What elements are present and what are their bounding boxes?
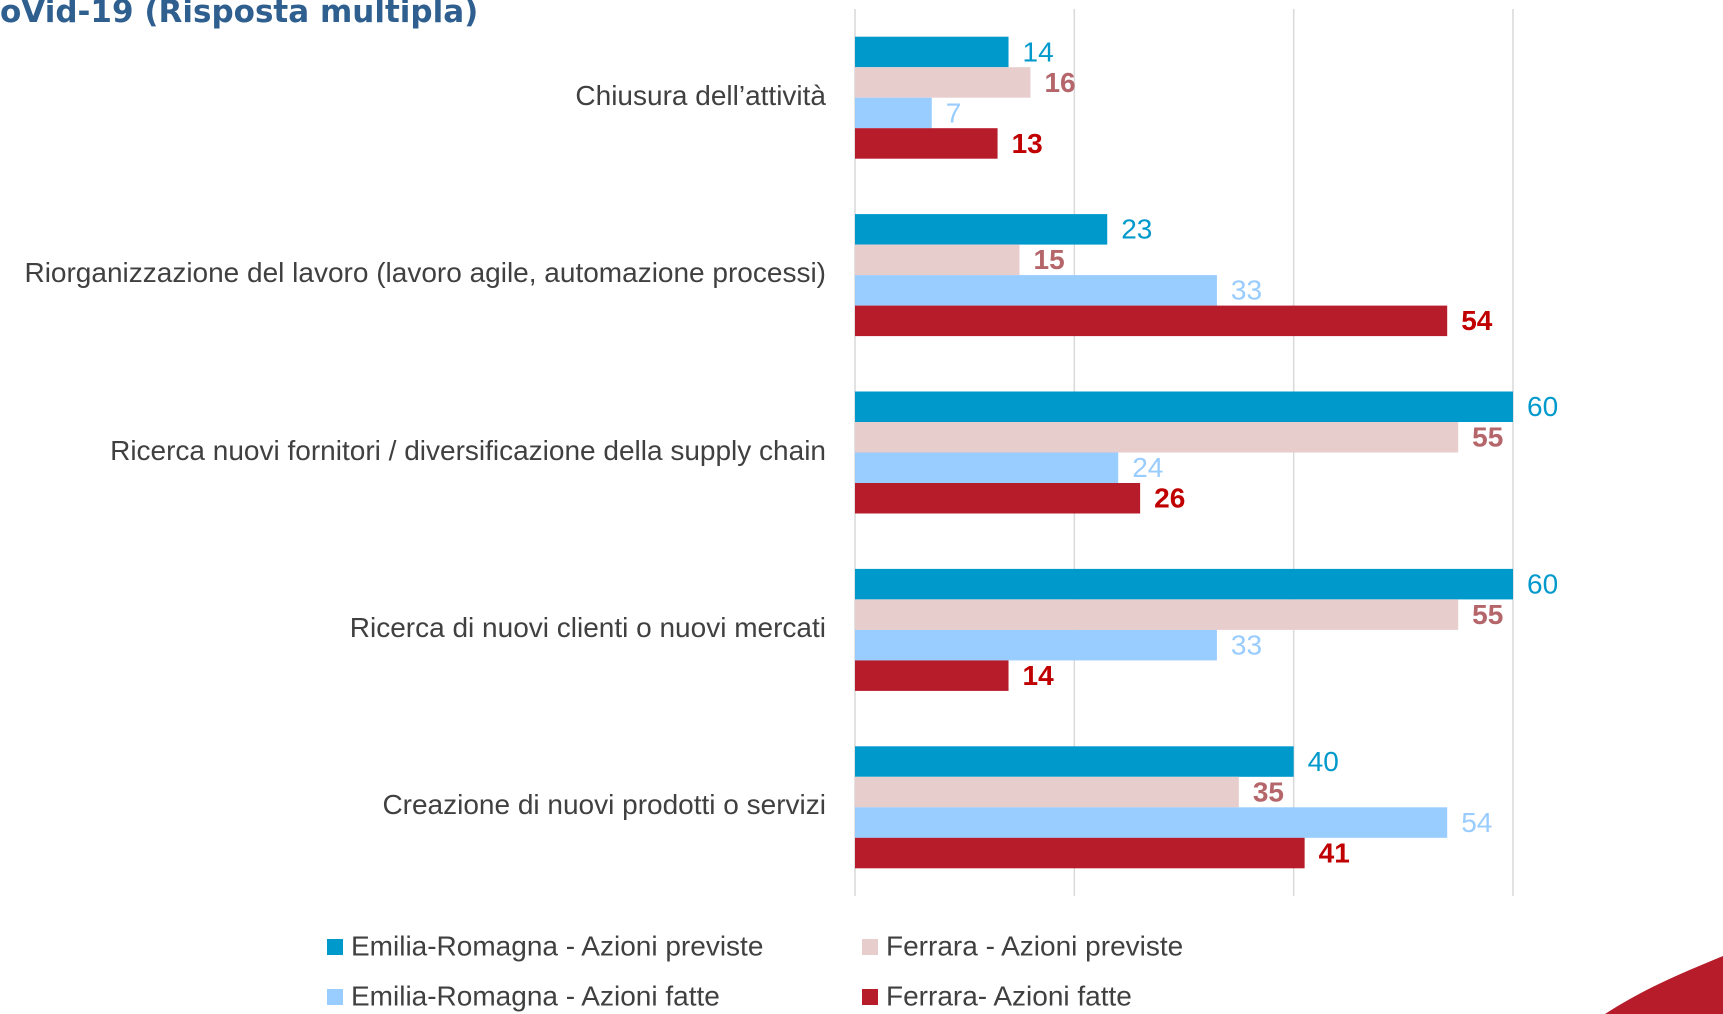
value-label: 54 [1461, 807, 1492, 838]
value-label: 60 [1527, 569, 1558, 600]
bar [855, 807, 1448, 838]
bar [855, 305, 1448, 337]
bar [855, 36, 1009, 68]
value-label: 60 [1527, 391, 1558, 422]
decoration [1605, 956, 1723, 1014]
bar [855, 452, 1119, 483]
value-label: 35 [1253, 776, 1284, 807]
value-label: 13 [1012, 128, 1043, 159]
value-label: 55 [1472, 599, 1503, 630]
value-label: 33 [1231, 630, 1262, 661]
bar [855, 67, 1031, 98]
bar [855, 275, 1217, 306]
bar [855, 629, 1217, 661]
bar [855, 599, 1459, 630]
bar [855, 97, 932, 129]
legend-swatch [327, 989, 343, 1005]
legend-swatch [862, 939, 878, 955]
category-label: Creazione di nuovi prodotti o servizi [382, 789, 826, 821]
value-label: 41 [1319, 837, 1350, 868]
category-label: Ricerca nuovi fornitori / diversificazio… [110, 434, 826, 466]
legend-swatch [862, 989, 878, 1005]
value-label: 55 [1472, 422, 1503, 453]
category-label: Ricerca di nuovi clienti o nuovi mercati [349, 611, 826, 643]
bar [855, 214, 1108, 245]
bar [855, 746, 1294, 777]
bar [855, 660, 1009, 691]
value-label: 40 [1308, 746, 1339, 777]
value-label: 23 [1121, 214, 1152, 245]
legend-label: Ferrara- Azioni fatte [886, 980, 1132, 1011]
legend-label: Emilia-Romagna - Azioni previste [351, 930, 763, 961]
bar [855, 483, 1141, 514]
value-label: 15 [1034, 244, 1065, 275]
bar [855, 128, 998, 159]
value-label: 26 [1154, 483, 1185, 514]
bar [855, 568, 1513, 600]
category-label: Riorganizzazione del lavoro (lavoro agil… [24, 257, 826, 289]
bar [855, 391, 1513, 422]
bar [855, 422, 1459, 453]
bar [855, 837, 1305, 869]
legend-label: Ferrara - Azioni previste [886, 930, 1183, 961]
bar [855, 776, 1239, 808]
value-label: 24 [1132, 452, 1163, 483]
bar [855, 244, 1020, 276]
value-label: 54 [1461, 305, 1493, 336]
legend-label: Emilia-Romagna - Azioni fatte [351, 980, 720, 1011]
value-label: 16 [1044, 67, 1075, 98]
value-label: 33 [1231, 275, 1262, 306]
value-label: 7 [946, 97, 962, 128]
legend-swatch [327, 939, 343, 955]
value-label: 14 [1023, 660, 1055, 691]
category-label: Chiusura dell’attività [575, 79, 826, 111]
value-label: 14 [1023, 36, 1054, 67]
chart-title: oVid-19 (Risposta multipla) [0, 0, 479, 30]
